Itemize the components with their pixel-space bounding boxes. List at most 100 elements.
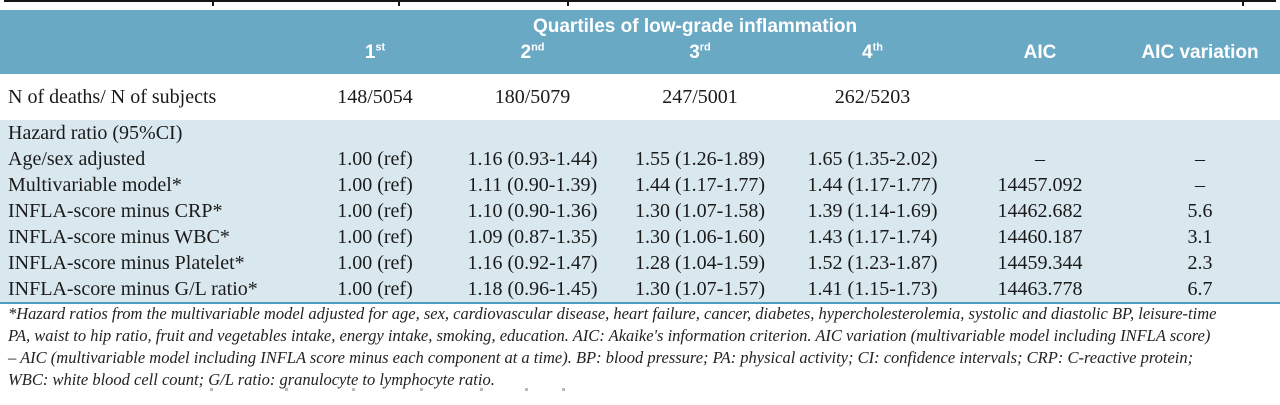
cell-q2: 1.10 (0.90-1.36) [450,198,615,224]
cell-q3: 1.28 (1.04-1.59) [615,250,785,276]
cell-aic: – [960,146,1121,172]
cell-aic: 14462.682 [960,198,1121,224]
cell-q4: 1.43 (1.17-1.74) [785,224,961,250]
cell-q4: 1.52 (1.23-1.87) [785,250,961,276]
quartile-number: 2 [520,42,532,63]
cell-q3 [615,120,785,146]
crop-artifact-tick [567,2,569,6]
table-footnote: *Hazard ratios from the multivariable mo… [8,303,1276,391]
table-row-infla-minus-crp: INFLA-score minus CRP* 1.00 (ref) 1.10 (… [0,198,1280,224]
row-label: Multivariable model* [0,172,300,198]
crop-artifact-top-line [4,0,1276,2]
cell-q1: 1.00 (ref) [300,276,450,304]
cell-aic-variation [1120,74,1280,120]
quartile-ordinal-sup: nd [531,41,545,54]
footnote-line: *Hazard ratios from the multivariable mo… [8,304,1217,323]
row-label: N of deaths/ N of subjects [0,74,300,120]
column-header-aic-variation: AIC variation [1120,38,1280,74]
cell-q2: 180/5079 [450,74,615,120]
table-row-deaths: N of deaths/ N of subjects 148/5054 180/… [0,74,1280,120]
table-row-multivariable-model: Multivariable model* 1.00 (ref) 1.11 (0.… [0,172,1280,198]
header-group-row: Quartiles of low-grade inflammation [0,10,1280,38]
cell-aic-variation [1120,120,1280,146]
crop-artifact-bottom [285,388,288,391]
cell-aic [960,120,1121,146]
cell-q1: 148/5054 [300,74,450,120]
cell-aic-variation: – [1120,172,1280,198]
cell-q4 [785,120,961,146]
column-header-q2: 2nd [450,38,615,74]
row-label: INFLA-score minus G/L ratio* [0,276,300,304]
crop-artifact-tick [212,2,214,6]
cell-q3: 1.55 (1.26-1.89) [615,146,785,172]
quartile-ordinal-sup: rd [699,41,711,54]
table-row-infla-minus-wbc: INFLA-score minus WBC* 1.00 (ref) 1.09 (… [0,224,1280,250]
cell-aic [960,74,1121,120]
cell-aic: 14459.344 [960,250,1121,276]
cell-q1: 1.00 (ref) [300,198,450,224]
row-label: INFLA-score minus CRP* [0,198,300,224]
table-body: N of deaths/ N of subjects 148/5054 180/… [0,74,1280,304]
crop-artifact-bottom [480,388,483,391]
cell-q1: 1.00 (ref) [300,224,450,250]
column-header-q3: 3rd [615,38,785,74]
header-spacer [0,38,300,74]
cell-q3: 1.44 (1.17-1.77) [615,172,785,198]
cell-q3: 1.30 (1.07-1.57) [615,276,785,304]
row-label: INFLA-score minus WBC* [0,224,300,250]
crop-artifact-bottom [420,388,423,391]
cell-aic: 14460.187 [960,224,1121,250]
column-header-q4: 4th [785,38,961,74]
table-row-age-sex-adjusted: Age/sex adjusted 1.00 (ref) 1.16 (0.93-1… [0,146,1280,172]
cell-q3: 1.30 (1.07-1.58) [615,198,785,224]
quartile-number: 4 [862,42,873,63]
cell-q3: 247/5001 [615,74,785,120]
cell-aic-variation: 5.6 [1120,198,1280,224]
header-spacer [960,10,1121,38]
crop-artifact-tick [1242,2,1244,6]
cell-q4: 1.44 (1.17-1.77) [785,172,961,198]
quartiles-group-title: Quartiles of low-grade inflammation [300,10,961,38]
cell-aic: 14457.092 [960,172,1121,198]
table-row-infla-minus-platelet: INFLA-score minus Platelet* 1.00 (ref) 1… [0,250,1280,276]
row-label: Hazard ratio (95%CI) [0,120,300,146]
cell-q2 [450,120,615,146]
cell-q3: 1.30 (1.06-1.60) [615,224,785,250]
cell-aic-variation: 6.7 [1120,276,1280,304]
cell-aic: 14463.778 [960,276,1121,304]
cell-q1: 1.00 (ref) [300,250,450,276]
cell-q1: 1.00 (ref) [300,146,450,172]
quartile-number: 3 [689,42,700,63]
crop-artifact-bottom [525,388,528,391]
crop-artifact-bottom [210,388,213,391]
cell-q2: 1.16 (0.93-1.44) [450,146,615,172]
table-row-infla-minus-gl-ratio: INFLA-score minus G/L ratio* 1.00 (ref) … [0,276,1280,304]
quartile-number: 1 [364,42,376,63]
cell-q1: 1.00 (ref) [300,172,450,198]
cell-q1 [300,120,450,146]
cell-q2: 1.16 (0.92-1.47) [450,250,615,276]
quartile-ordinal-sup: st [375,41,386,54]
footnote-line: – AIC (multivariable model including INF… [8,348,1194,367]
footnote-line: PA, waist to hip ratio, fruit and vegeta… [8,326,1211,345]
footnote-line: WBC: white blood cell count; G/L ratio: … [8,370,495,389]
cell-aic-variation: 3.1 [1120,224,1280,250]
row-label: Age/sex adjusted [0,146,300,172]
quartile-ordinal-sup: th [872,41,883,54]
cell-q2: 1.18 (0.96-1.45) [450,276,615,304]
cell-aic-variation: – [1120,146,1280,172]
header-spacer [0,10,300,38]
cell-q4: 262/5203 [785,74,961,120]
crop-artifact-bottom [562,388,565,391]
cell-q2: 1.09 (0.87-1.35) [450,224,615,250]
cell-q4: 1.39 (1.14-1.69) [785,198,961,224]
column-header-q1: 1st [300,38,450,74]
cell-q2: 1.11 (0.90-1.39) [450,172,615,198]
column-header-aic: AIC [960,38,1121,74]
header-columns-row: 1st 2nd 3rd 4th AIC AIC variation [0,38,1280,74]
crop-artifact-tick [398,2,400,6]
table-header: Quartiles of low-grade inflammation 1st … [0,10,1280,74]
row-label: INFLA-score minus Platelet* [0,250,300,276]
cell-q4: 1.65 (1.35-2.02) [785,146,961,172]
cell-q4: 1.41 (1.15-1.73) [785,276,961,304]
